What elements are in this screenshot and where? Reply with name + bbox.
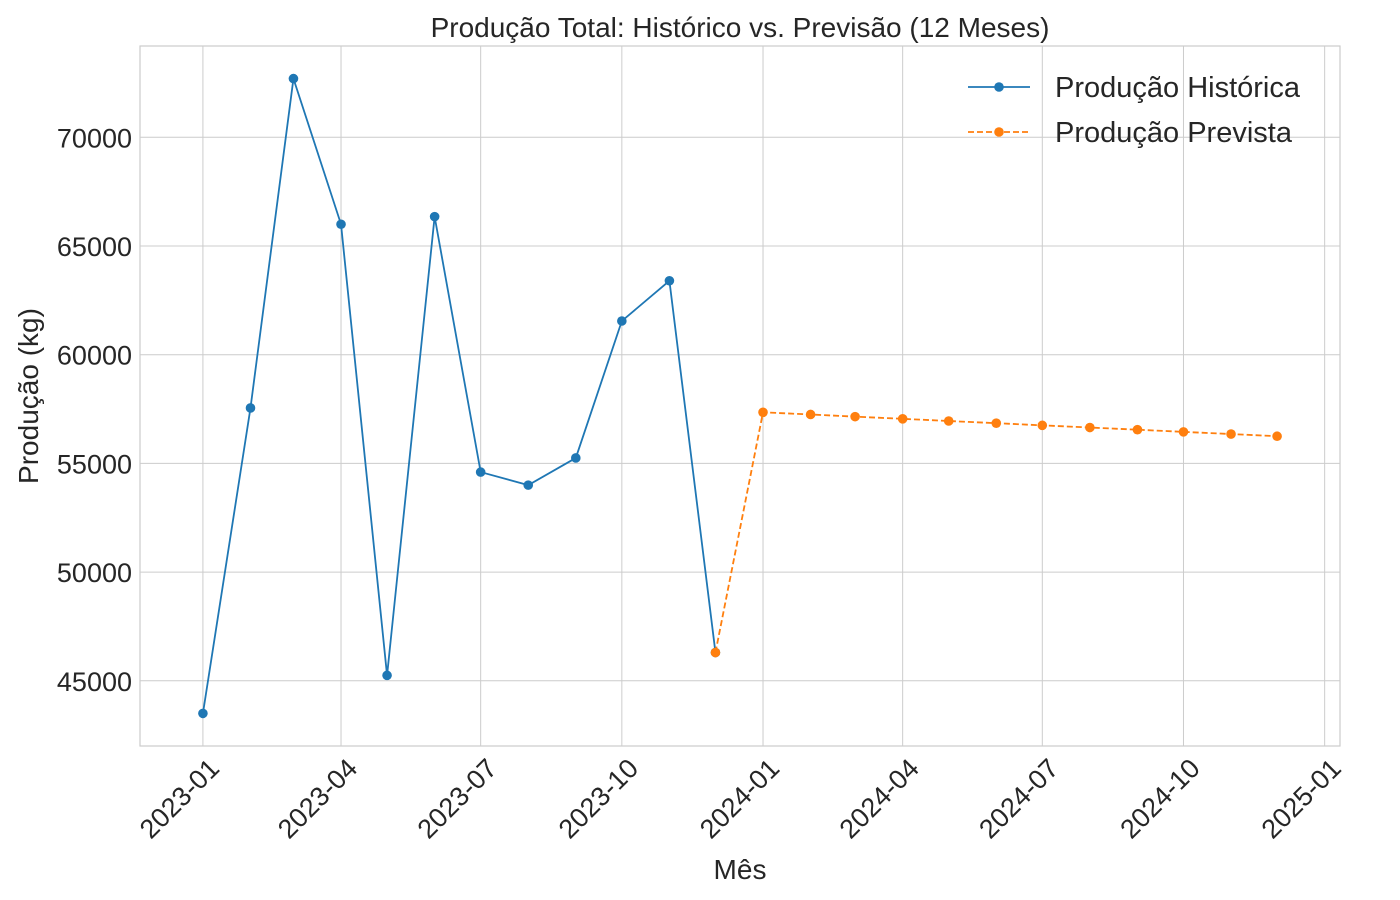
y-tick-label: 50000 bbox=[57, 558, 132, 588]
x-tick-label: 2024-01 bbox=[694, 753, 785, 844]
data-point bbox=[1178, 427, 1189, 437]
x-tick-label: 2024-10 bbox=[1114, 753, 1205, 844]
data-point bbox=[336, 219, 346, 230]
data-point bbox=[198, 708, 208, 719]
legend-label: Produção Prevista bbox=[1055, 117, 1293, 149]
data-point bbox=[943, 416, 954, 426]
data-point bbox=[1037, 420, 1048, 431]
x-axis-label: Mês bbox=[714, 854, 767, 885]
y-tick-label: 70000 bbox=[57, 123, 132, 153]
grid bbox=[140, 46, 1340, 746]
data-point bbox=[475, 467, 486, 477]
data-point bbox=[664, 275, 675, 286]
x-tick-label: 2023-01 bbox=[134, 753, 225, 844]
data-point bbox=[850, 411, 860, 422]
legend-label: Produção Histórica bbox=[1055, 72, 1301, 104]
data-point bbox=[288, 73, 299, 84]
data-point bbox=[245, 403, 256, 413]
data-point bbox=[1226, 429, 1236, 439]
x-tick-label: 2023-07 bbox=[412, 753, 503, 844]
x-axis-ticks: 2023-01 2023-04 2023-07 2023-10 2024-01 2024-… bbox=[134, 753, 1347, 844]
data-point bbox=[1085, 422, 1095, 433]
y-tick-label: 60000 bbox=[57, 341, 132, 371]
y-axis-ticks: 45000 50000 55000 60000 65000 70000 bbox=[57, 123, 132, 696]
chart-title: Produção Total: Histórico vs. Previsão (… bbox=[431, 12, 1050, 43]
x-tick-label: 2025-01 bbox=[1256, 753, 1347, 844]
data-point bbox=[710, 647, 721, 658]
data-point bbox=[382, 670, 392, 681]
series-line bbox=[714, 411, 1278, 653]
y-tick-label: 45000 bbox=[57, 667, 132, 697]
data-point bbox=[1132, 424, 1143, 435]
legend: Produção Histórica Produção Prevista bbox=[968, 72, 1301, 149]
legend-marker bbox=[994, 82, 1004, 92]
data-point bbox=[429, 211, 440, 222]
data-point bbox=[571, 453, 581, 463]
data-point bbox=[523, 480, 534, 490]
series-layer bbox=[198, 73, 1282, 719]
y-tick-label: 65000 bbox=[57, 232, 132, 262]
data-point bbox=[617, 316, 627, 326]
data-point bbox=[991, 418, 1002, 428]
series-line bbox=[202, 78, 717, 714]
x-tick-label: 2024-04 bbox=[834, 753, 925, 844]
data-point bbox=[805, 409, 816, 420]
x-tick-label: 2023-10 bbox=[553, 753, 644, 844]
y-tick-label: 55000 bbox=[57, 449, 132, 479]
x-tick-label: 2024-07 bbox=[973, 753, 1064, 844]
data-point bbox=[897, 414, 908, 424]
legend-marker bbox=[994, 127, 1004, 137]
x-tick-label: 2023-04 bbox=[272, 753, 363, 844]
plot-area bbox=[139, 45, 1341, 747]
y-axis-label: Produção (kg) bbox=[13, 308, 44, 484]
data-point bbox=[758, 407, 768, 418]
data-point bbox=[1272, 431, 1282, 442]
